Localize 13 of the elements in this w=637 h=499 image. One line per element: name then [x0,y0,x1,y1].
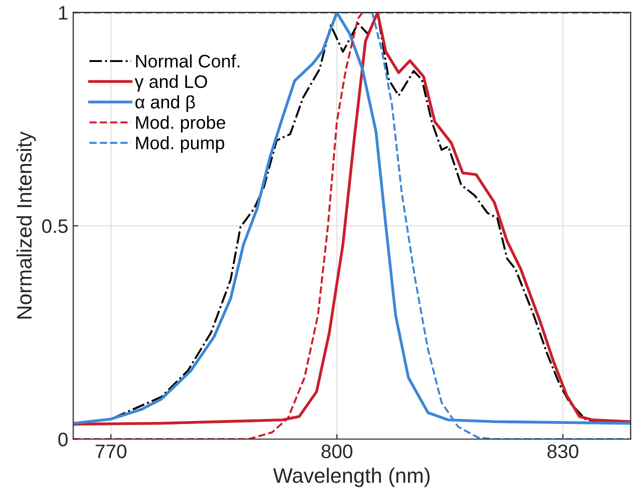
x-axis-title: Wavelength (nm) [273,468,430,488]
legend-label: α and β [135,95,195,112]
x-tick-label: 770 [96,444,126,458]
legend-label: γ and LO [134,74,208,92]
x-tick-label: 800 [322,444,352,458]
y-tick-label: 0.5 [42,219,68,234]
legend-label: Mod. probe [136,116,226,132]
x-tick-label: 830 [547,444,578,458]
y-tick-label: 1 [59,6,68,20]
legend-label: Normal Conf. [136,54,240,68]
y-tick-label: 0 [58,432,68,446]
y-axis-title: Normalized Intensity [16,131,36,318]
legend-label: Mod. pump [136,136,224,153]
